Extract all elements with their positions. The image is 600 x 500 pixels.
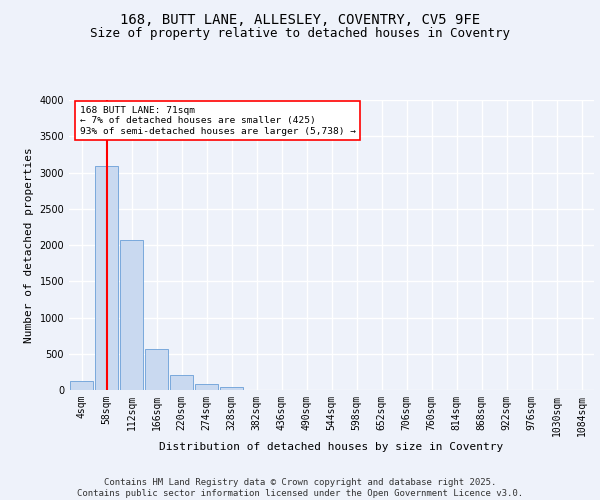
Bar <box>195 384 218 390</box>
Text: 168 BUTT LANE: 71sqm
← 7% of detached houses are smaller (425)
93% of semi-detac: 168 BUTT LANE: 71sqm ← 7% of detached ho… <box>79 106 355 136</box>
X-axis label: Distribution of detached houses by size in Coventry: Distribution of detached houses by size … <box>160 442 503 452</box>
Bar <box>120 240 143 390</box>
Bar <box>70 380 93 390</box>
Y-axis label: Number of detached properties: Number of detached properties <box>24 147 34 343</box>
Bar <box>170 375 193 390</box>
Bar <box>95 166 118 390</box>
Bar <box>145 350 168 390</box>
Bar <box>220 386 243 390</box>
Text: Contains HM Land Registry data © Crown copyright and database right 2025.
Contai: Contains HM Land Registry data © Crown c… <box>77 478 523 498</box>
Text: 168, BUTT LANE, ALLESLEY, COVENTRY, CV5 9FE: 168, BUTT LANE, ALLESLEY, COVENTRY, CV5 … <box>120 12 480 26</box>
Text: Size of property relative to detached houses in Coventry: Size of property relative to detached ho… <box>90 28 510 40</box>
